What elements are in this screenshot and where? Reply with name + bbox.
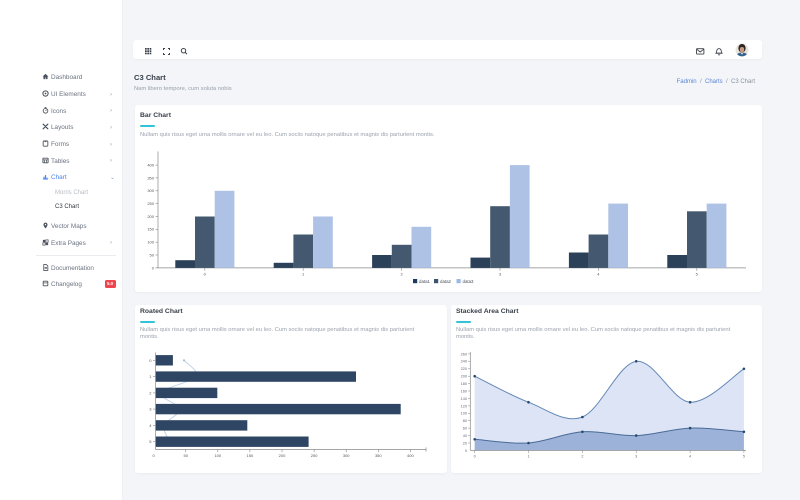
svg-text:2: 2 bbox=[581, 455, 583, 459]
svg-text:0: 0 bbox=[204, 271, 207, 276]
svg-text:data2: data2 bbox=[440, 279, 452, 284]
svg-text:300: 300 bbox=[147, 188, 154, 193]
svg-text:200: 200 bbox=[461, 375, 467, 379]
svg-text:5: 5 bbox=[743, 455, 745, 459]
svg-text:240: 240 bbox=[461, 360, 467, 364]
svg-text:data1: data1 bbox=[419, 279, 431, 284]
svg-text:400: 400 bbox=[147, 162, 154, 167]
svg-text:400: 400 bbox=[407, 453, 414, 458]
svg-text:40: 40 bbox=[463, 434, 467, 438]
svg-text:4: 4 bbox=[597, 271, 600, 276]
svg-text:3: 3 bbox=[635, 455, 637, 459]
svg-text:250: 250 bbox=[147, 201, 154, 206]
svg-text:4: 4 bbox=[149, 423, 152, 428]
svg-text:0: 0 bbox=[152, 265, 155, 270]
svg-text:data3: data3 bbox=[463, 279, 475, 284]
svg-text:150: 150 bbox=[147, 226, 154, 231]
svg-text:80: 80 bbox=[463, 419, 467, 423]
svg-text:50: 50 bbox=[183, 453, 188, 458]
svg-text:1: 1 bbox=[527, 455, 529, 459]
svg-text:5: 5 bbox=[149, 439, 152, 444]
svg-text:1: 1 bbox=[302, 271, 305, 276]
svg-text:5: 5 bbox=[696, 271, 699, 276]
svg-text:1: 1 bbox=[149, 374, 152, 379]
svg-text:150: 150 bbox=[247, 453, 254, 458]
svg-text:20: 20 bbox=[463, 441, 467, 445]
svg-text:350: 350 bbox=[375, 453, 382, 458]
svg-text:0: 0 bbox=[149, 358, 152, 363]
svg-text:140: 140 bbox=[461, 397, 467, 401]
svg-text:50: 50 bbox=[150, 252, 155, 257]
svg-text:350: 350 bbox=[147, 175, 154, 180]
svg-text:2: 2 bbox=[400, 271, 403, 276]
svg-text:100: 100 bbox=[214, 453, 221, 458]
svg-text:3: 3 bbox=[149, 407, 152, 412]
svg-text:0: 0 bbox=[152, 453, 155, 458]
svg-text:0: 0 bbox=[474, 455, 476, 459]
svg-text:200: 200 bbox=[279, 453, 286, 458]
svg-text:200: 200 bbox=[147, 213, 154, 218]
svg-text:180: 180 bbox=[461, 382, 467, 386]
svg-text:3: 3 bbox=[499, 271, 502, 276]
svg-text:250: 250 bbox=[311, 453, 318, 458]
svg-text:2: 2 bbox=[149, 390, 152, 395]
svg-text:100: 100 bbox=[461, 412, 467, 416]
svg-text:60: 60 bbox=[463, 427, 467, 431]
svg-text:220: 220 bbox=[461, 367, 467, 371]
svg-text:120: 120 bbox=[461, 404, 467, 408]
svg-text:300: 300 bbox=[343, 453, 350, 458]
svg-text:4: 4 bbox=[689, 455, 691, 459]
svg-text:260: 260 bbox=[461, 352, 467, 356]
svg-text:100: 100 bbox=[147, 239, 154, 244]
svg-text:160: 160 bbox=[461, 389, 467, 393]
svg-text:0: 0 bbox=[465, 449, 467, 453]
